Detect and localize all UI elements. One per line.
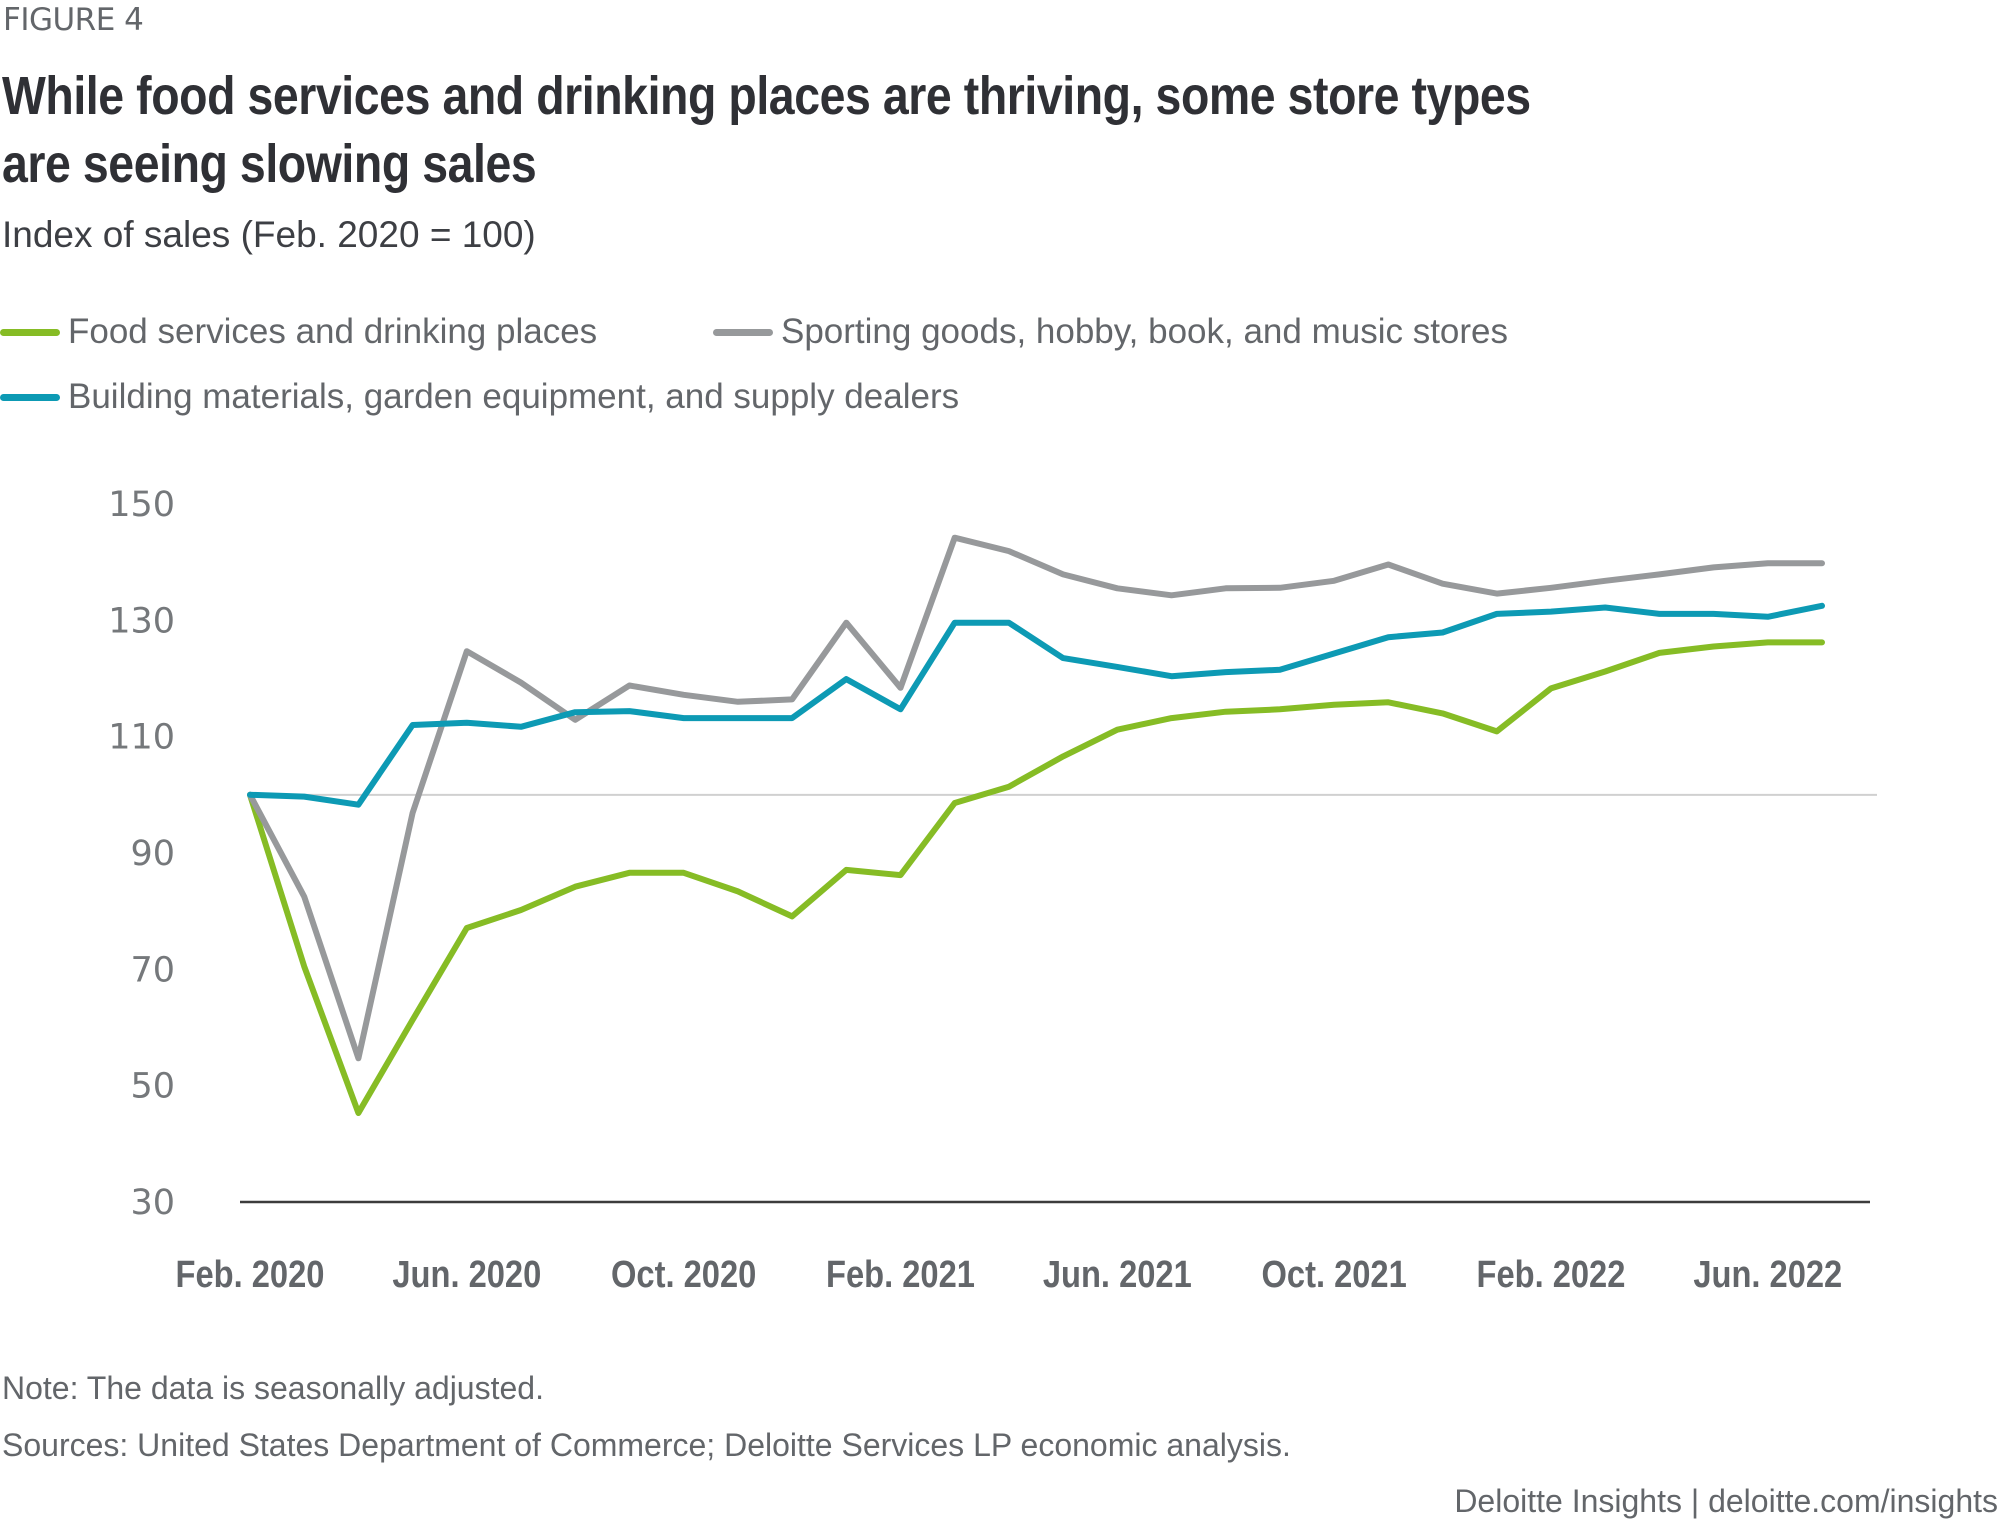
y-tick-label: 90 [130, 834, 175, 874]
legend-swatch-sporting-goods [713, 328, 773, 336]
series-lines [247, 534, 1825, 1116]
x-tick-label: Oct. 2021 [1262, 1253, 1407, 1296]
footer-note: Note: The data is seasonally adjusted. [2, 1370, 544, 1406]
y-tick-label: 130 [108, 601, 175, 641]
x-tick-label: Jun. 2020 [392, 1253, 541, 1296]
footer-sources: Sources: United States Department of Com… [2, 1427, 1291, 1463]
x-tick-label: Jun. 2022 [1693, 1253, 1842, 1296]
legend-item-food-services: Food services and drinking places [0, 307, 597, 357]
x-axis-ticks: Feb. 2020 Jun. 2020 Oct. 2020 Feb. 2021 Jun.… [176, 1253, 1843, 1296]
x-tick-label: Jun. 2021 [1043, 1253, 1192, 1296]
legend-swatch-food-services [0, 328, 60, 336]
y-tick-label: 70 [130, 950, 175, 990]
y-tick-label: 50 [130, 1067, 175, 1107]
legend-label-sporting-goods: Sporting goods, hobby, book, and music s… [781, 312, 1509, 351]
x-tick-label: Oct. 2020 [611, 1253, 756, 1296]
chart-subtitle: Index of sales (Feb. 2020 = 100) [2, 214, 536, 255]
chart-title: While food services and drinking places … [2, 66, 1531, 194]
y-tick-label: 150 [108, 485, 175, 525]
legend-swatch-building-materials [0, 393, 60, 401]
x-tick-label: Feb. 2022 [1477, 1253, 1626, 1296]
figure-label: FIGURE 4 [3, 2, 144, 38]
legend-label-food-services: Food services and drinking places [68, 312, 598, 351]
y-axis-ticks: 150 130 110 90 70 50 30 [108, 485, 175, 1223]
y-tick-label: 30 [130, 1183, 175, 1223]
legend-item-sporting-goods: Sporting goods, hobby, book, and music s… [713, 307, 1508, 357]
x-tick-label: Feb. 2021 [826, 1253, 975, 1296]
series-line-sporting-goods [247, 534, 1825, 1062]
series-line-food-services [247, 639, 1825, 1116]
legend-item-building-materials: Building materials, garden equipment, an… [0, 372, 959, 422]
legend-label-building-materials: Building materials, garden equipment, an… [68, 377, 960, 416]
x-tick-label: Feb. 2020 [176, 1253, 325, 1296]
series-line-building-materials [247, 602, 1825, 808]
y-tick-label: 110 [108, 718, 175, 758]
footer-brand: Deloitte Insights | deloitte.com/insight… [1454, 1483, 1998, 1519]
